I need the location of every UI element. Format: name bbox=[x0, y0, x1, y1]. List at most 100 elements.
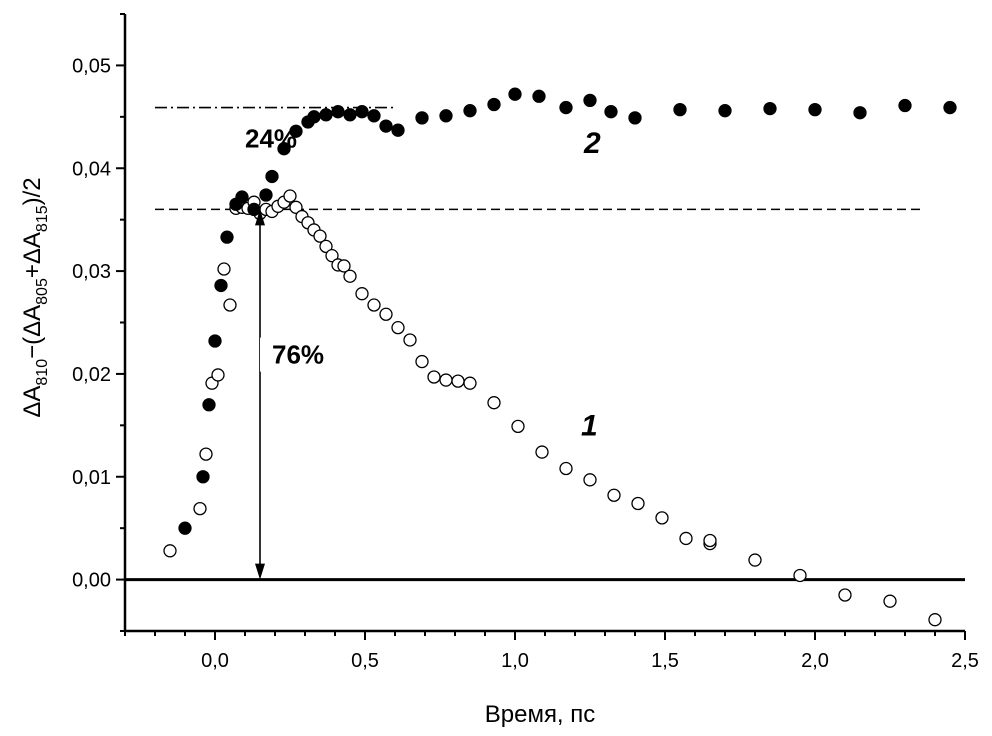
y-tick-label: 0,03 bbox=[72, 261, 111, 283]
series-2-point bbox=[235, 190, 249, 204]
series-2-point bbox=[331, 105, 345, 119]
series-2-point bbox=[379, 119, 393, 133]
series-2-point bbox=[583, 93, 597, 108]
series-1-point bbox=[319, 239, 333, 254]
y-axis-title-part: −(ΔA bbox=[19, 305, 46, 359]
series-2-point bbox=[319, 108, 333, 122]
series-1-point bbox=[928, 613, 942, 627]
series-1-point bbox=[343, 269, 357, 283]
x-axis-title: Время, пс bbox=[485, 701, 596, 728]
series-1-point bbox=[679, 531, 693, 546]
series-2-point bbox=[196, 470, 210, 484]
series-1-point bbox=[289, 200, 303, 214]
x-tick-label: 1,0 bbox=[501, 650, 529, 672]
series-1-point bbox=[793, 568, 807, 583]
series-1-point bbox=[535, 445, 549, 459]
y-axis-title-subscript: 810 bbox=[34, 359, 51, 386]
axes: 0,0 0,5 1,0 1,5 2,0 2,5 0,00 0,01 0,02 0,03 0,04 0,… bbox=[72, 13, 979, 672]
x-tick-label: 2,0 bbox=[801, 650, 829, 672]
series-2-point bbox=[508, 87, 522, 101]
series-2-point bbox=[355, 105, 369, 119]
series-1-point bbox=[193, 501, 207, 516]
series-2-point bbox=[718, 104, 732, 118]
series-1-point bbox=[355, 287, 369, 301]
series-2-point bbox=[943, 100, 957, 115]
series-1-point bbox=[163, 544, 177, 558]
annotations: 24% 76% 2 1 bbox=[245, 124, 601, 443]
series-2-point bbox=[214, 278, 228, 293]
series-1-point bbox=[403, 333, 417, 347]
y-tick-label: 0,02 bbox=[72, 364, 111, 386]
series-2-point bbox=[415, 111, 429, 125]
series-2-point bbox=[289, 124, 303, 138]
series-1-point bbox=[367, 298, 381, 312]
y-axis-title-part: +ΔA bbox=[19, 232, 46, 278]
series-1-point bbox=[748, 553, 762, 567]
series-label: 1 bbox=[581, 410, 598, 443]
series-1-point bbox=[283, 189, 297, 203]
series-1-point bbox=[313, 229, 327, 243]
x-tick-label: 0,0 bbox=[201, 650, 229, 672]
series-1-point bbox=[325, 249, 339, 263]
series-1-point bbox=[211, 368, 225, 382]
percentage-arrow bbox=[255, 209, 265, 580]
series-2-point bbox=[463, 104, 477, 118]
series-2-point bbox=[898, 98, 912, 113]
series-2-filled-circles bbox=[178, 87, 957, 535]
series-1-point bbox=[631, 496, 645, 511]
series-1-point bbox=[655, 511, 669, 525]
series-2-point bbox=[628, 111, 642, 125]
series-2-point bbox=[202, 398, 216, 412]
series-2-point bbox=[247, 202, 261, 217]
series-2-point bbox=[343, 108, 357, 122]
series-2-point bbox=[763, 101, 777, 116]
arrow-head-bottom bbox=[255, 563, 265, 580]
series-1-point bbox=[607, 488, 621, 502]
y-tick-label: 0,05 bbox=[72, 55, 111, 77]
series-1-point bbox=[415, 354, 429, 369]
series-2-point bbox=[532, 89, 546, 103]
series-2-point bbox=[178, 521, 192, 535]
percent-annotation: 24% bbox=[245, 124, 297, 154]
series-1-point bbox=[199, 447, 213, 461]
series-1-point bbox=[703, 533, 717, 548]
series-1-point bbox=[511, 419, 525, 434]
series-2-point bbox=[265, 169, 279, 184]
arrow-head-top bbox=[255, 209, 265, 226]
series-label: 2 bbox=[583, 127, 601, 160]
series-2-point bbox=[220, 230, 234, 244]
series-1-point bbox=[337, 259, 351, 273]
series-2-point bbox=[439, 109, 453, 123]
y-axis-title-part: ΔA bbox=[19, 386, 46, 418]
series-2-point bbox=[277, 142, 291, 156]
series-2-point bbox=[559, 100, 573, 115]
label-76-backdrop bbox=[260, 337, 330, 372]
series-1-point bbox=[379, 307, 393, 321]
x-tick-label: 2,5 bbox=[951, 650, 979, 672]
series-2-point bbox=[604, 105, 618, 119]
series-1-point bbox=[391, 320, 405, 335]
y-tick-label: 0,04 bbox=[72, 158, 111, 180]
series-1-point bbox=[883, 594, 897, 608]
y-axis-title: ΔA810−(ΔA805+ΔA815)/2 bbox=[19, 177, 51, 417]
series-2-point bbox=[208, 334, 222, 348]
series-2-point bbox=[808, 102, 822, 117]
series-2-point bbox=[367, 109, 381, 123]
series-1-point bbox=[559, 461, 573, 476]
series-2-point bbox=[673, 102, 687, 117]
series-1-point bbox=[439, 373, 453, 387]
percent-annotation: 76% bbox=[272, 340, 324, 370]
x-tick-label: 1,5 bbox=[651, 650, 679, 672]
axis-labels: Время, пс ΔA810−(ΔA805+ΔA815)/2 bbox=[19, 177, 595, 728]
series-1-point bbox=[583, 473, 597, 487]
series-1-point bbox=[463, 376, 477, 390]
y-axis-title-subscript: 815 bbox=[34, 205, 51, 232]
reference-lines bbox=[125, 106, 965, 582]
y-axis-title-part: )/2 bbox=[19, 177, 46, 205]
series-1-point bbox=[487, 396, 501, 410]
series-1-point bbox=[451, 374, 465, 388]
y-tick-label: 0,01 bbox=[72, 467, 111, 489]
series-2-point bbox=[853, 106, 867, 120]
series-2-point bbox=[391, 123, 405, 137]
series-1-point bbox=[427, 370, 441, 384]
